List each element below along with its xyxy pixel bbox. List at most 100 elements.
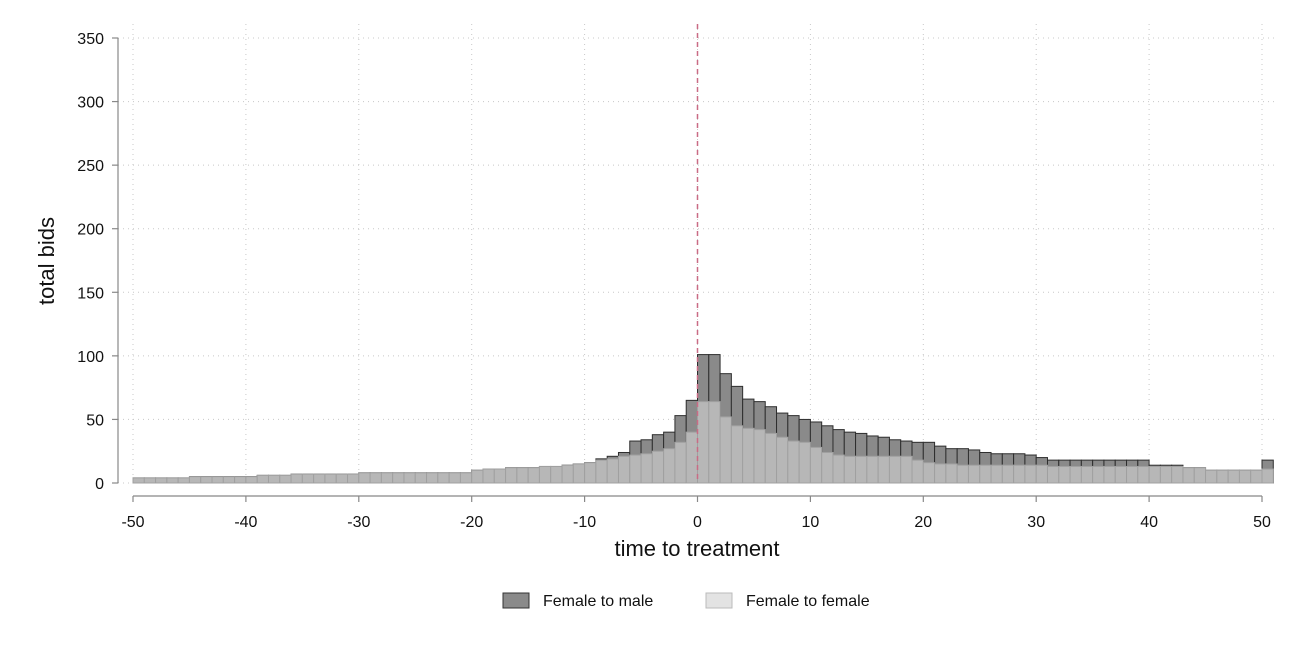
legend-swatch-female-to-male [502, 592, 530, 609]
bar-front--38 [267, 474, 281, 484]
bar-front-10 [809, 446, 823, 484]
bar-front--36 [290, 473, 303, 484]
y-tick-label-6: 300 [77, 95, 104, 112]
x-tick-label-4: -10 [573, 514, 596, 531]
bar-front-50 [1261, 468, 1274, 484]
bar-front-22 [945, 463, 958, 484]
bar-front-31 [1046, 465, 1060, 484]
bar-front-17 [888, 455, 902, 484]
bar-front--14 [538, 465, 552, 484]
bar-front--47 [166, 477, 179, 484]
bar-front-48 [1238, 469, 1252, 484]
bar-front--49 [143, 477, 157, 484]
bar-front--2 [674, 441, 687, 484]
bar-front-6 [764, 432, 778, 484]
bar-front--35 [301, 473, 315, 484]
bar-front-21 [934, 463, 947, 484]
bar-front--16 [516, 467, 529, 484]
bar-front-27 [1001, 464, 1015, 484]
bar-front--9 [595, 459, 608, 484]
bar-front--5 [640, 453, 653, 484]
bar-front-13 [843, 455, 857, 484]
bar-front--11 [572, 463, 586, 484]
bar-front--44 [200, 476, 213, 484]
x-tick-label-7: 20 [914, 514, 932, 531]
bar-front-0 [697, 401, 710, 484]
bar-front--12 [561, 464, 574, 484]
x-tick-label-5: 0 [693, 514, 702, 531]
bar-front--6 [629, 454, 642, 484]
bar-front-34 [1080, 465, 1094, 484]
bar-front--48 [155, 477, 168, 484]
bar-front-15 [866, 455, 879, 484]
bar-front-32 [1058, 465, 1071, 484]
bar-front--28 [380, 472, 394, 484]
x-tick-label-6: 10 [802, 514, 820, 531]
bar-front-37 [1114, 465, 1128, 484]
x-tick-label-1: -40 [234, 514, 257, 531]
bar-front-1 [708, 401, 721, 484]
bar-front--4 [651, 450, 665, 484]
x-tick-label-0: -50 [121, 514, 144, 531]
legend-swatch-female-to-female [705, 592, 733, 609]
bar-front--21 [459, 472, 473, 484]
x-tick-label-3: -20 [460, 514, 483, 531]
bar-front--24 [426, 472, 439, 484]
x-ticks: -50 -40 -30 -20 -10 0 10 20 30 40 50 [121, 496, 1271, 531]
y-tick-label-7: 350 [77, 31, 104, 48]
bar-front--37 [279, 474, 292, 484]
y-axis-title: total bids [34, 217, 59, 305]
bar-front--23 [437, 472, 450, 484]
bar-front-9 [798, 441, 811, 484]
bar-front-49 [1250, 469, 1263, 484]
bar-front--42 [222, 476, 236, 484]
bar-front--46 [177, 477, 190, 484]
bar-front--32 [335, 473, 349, 484]
x-tick-label-10: 50 [1253, 514, 1271, 531]
y-tick-label-0: 0 [95, 476, 104, 493]
bar-front-11 [821, 451, 834, 484]
bar-front-28 [1013, 464, 1026, 484]
bar-front--15 [527, 467, 540, 484]
x-tick-label-2: -30 [347, 514, 370, 531]
x-tick-label-9: 40 [1140, 514, 1158, 531]
bar-front--40 [245, 476, 258, 484]
bar-front-46 [1216, 469, 1229, 484]
bar-front--3 [663, 448, 676, 484]
bar-front-16 [877, 455, 890, 484]
bar-front--34 [313, 473, 326, 484]
bar-front-8 [787, 440, 800, 484]
bar-front-35 [1092, 465, 1105, 484]
bar-front--27 [392, 472, 405, 484]
bar-front--19 [482, 468, 495, 484]
bar-front-7 [776, 436, 789, 484]
bar-front-25 [979, 464, 992, 484]
bar-front--1 [685, 431, 699, 484]
bar-front--29 [369, 472, 382, 484]
bar-front-2 [719, 416, 732, 484]
series-female-to-female [132, 401, 1274, 484]
y-tick-label-3: 150 [77, 285, 104, 302]
bar-front--22 [448, 472, 461, 484]
bar-front-23 [956, 464, 969, 484]
bar-front-26 [990, 464, 1003, 484]
bar-front--18 [493, 468, 507, 484]
bar-front--41 [234, 476, 247, 484]
bar-front--45 [188, 476, 202, 484]
x-axis-title: time to treatment [614, 536, 779, 561]
bar-front-42 [1171, 465, 1184, 484]
bar-front--31 [347, 473, 360, 484]
bar-front--43 [211, 476, 224, 484]
bar-front--39 [256, 474, 269, 484]
bar-front-40 [1148, 465, 1161, 484]
bar-front-38 [1126, 465, 1139, 484]
y-tick-label-1: 50 [86, 412, 104, 429]
bar-front--26 [403, 472, 416, 484]
y-tick-label-4: 200 [77, 222, 104, 239]
bar-front--10 [584, 462, 597, 484]
bar-front-36 [1103, 465, 1116, 484]
bar-front--7 [617, 455, 631, 484]
bar-front-19 [911, 459, 924, 484]
y-tick-label-5: 250 [77, 158, 104, 175]
